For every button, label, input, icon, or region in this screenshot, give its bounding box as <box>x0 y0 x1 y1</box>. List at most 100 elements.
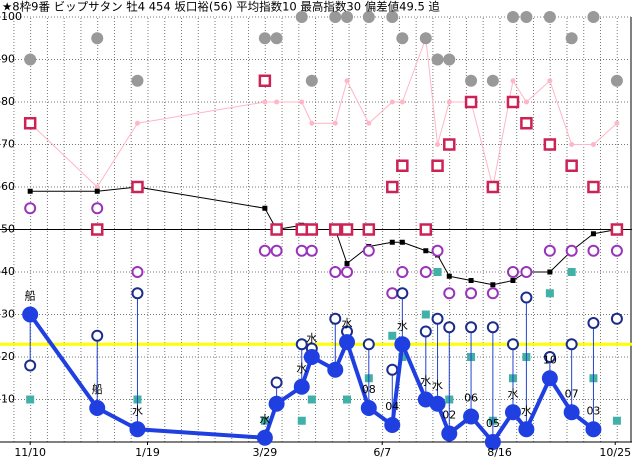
point <box>547 78 553 84</box>
point <box>431 312 444 325</box>
point <box>520 11 533 23</box>
point-label: 水 <box>521 404 532 417</box>
point <box>523 99 529 105</box>
point <box>360 400 377 416</box>
point <box>486 180 500 194</box>
point-label: 水 <box>306 332 317 345</box>
y-tick-label: 50 <box>1 223 15 236</box>
point <box>587 11 600 23</box>
point <box>268 395 285 412</box>
point <box>543 244 556 257</box>
point <box>520 117 533 130</box>
point <box>295 338 308 351</box>
point <box>396 266 409 278</box>
point <box>329 223 342 236</box>
point <box>563 404 580 421</box>
point <box>386 180 399 194</box>
point <box>256 429 273 446</box>
point <box>129 421 146 438</box>
point <box>441 425 458 442</box>
point <box>24 202 37 215</box>
point <box>419 325 432 338</box>
point <box>484 434 501 450</box>
point <box>465 287 478 300</box>
point <box>89 400 106 416</box>
point <box>24 53 37 66</box>
chart-title: ★8枠9番 ビップサタン 牡4 454 坂口裕(56) 平均指数10 最高指数3… <box>2 0 440 14</box>
point-label: 水 <box>342 317 353 330</box>
point <box>504 404 521 421</box>
point-label: 水 <box>432 379 443 392</box>
point <box>543 11 556 23</box>
point-label: 水 <box>397 319 408 332</box>
point <box>543 351 556 363</box>
point <box>612 416 621 425</box>
point <box>26 395 35 404</box>
point <box>421 310 430 319</box>
point <box>547 269 553 275</box>
point <box>490 282 496 288</box>
y-tick-label: 60 <box>1 180 15 193</box>
point <box>396 159 409 172</box>
text-layer: 10 20 30 40 50 60 70 80 90 100 11/10 1/19 3/29 6/7 8/1… <box>1 10 631 459</box>
point-label: 水 <box>132 404 143 417</box>
point <box>399 239 405 245</box>
point <box>614 120 620 126</box>
point <box>386 363 399 376</box>
point <box>431 53 444 66</box>
point <box>270 32 283 45</box>
point-label: 水 <box>296 362 307 375</box>
point-label: 08 <box>362 383 376 396</box>
point <box>91 202 104 215</box>
point <box>389 239 395 245</box>
point <box>90 223 104 236</box>
point <box>543 138 557 151</box>
y-tick-label: 90 <box>1 53 15 66</box>
point <box>258 244 271 257</box>
point <box>134 120 140 126</box>
point <box>610 244 623 257</box>
point <box>567 268 576 276</box>
point <box>94 188 100 194</box>
marks-layer <box>22 11 624 450</box>
y-tick-label: 10 <box>1 393 15 406</box>
x-tick-label: 11/10 <box>14 446 46 459</box>
point <box>262 205 268 211</box>
point <box>386 287 399 300</box>
y-tick-label: 80 <box>1 95 15 108</box>
point <box>131 74 144 87</box>
point <box>94 184 100 190</box>
point <box>305 74 318 87</box>
point <box>27 188 33 194</box>
point <box>510 78 516 84</box>
point <box>329 312 342 325</box>
point <box>569 142 575 147</box>
point <box>339 334 356 351</box>
point-label: 07 <box>565 387 579 400</box>
point <box>433 268 442 276</box>
point <box>510 278 516 283</box>
point <box>486 74 499 87</box>
point-label: 水 <box>507 387 518 400</box>
point <box>274 99 280 105</box>
x-tick-label: 3/29 <box>253 446 278 459</box>
point <box>435 142 441 147</box>
point <box>423 248 429 254</box>
point <box>518 421 535 438</box>
point <box>506 95 520 109</box>
point <box>332 120 338 126</box>
x-tick-label: 1/19 <box>135 446 160 459</box>
point <box>585 421 602 438</box>
y-tick-label: 20 <box>1 350 15 363</box>
point <box>443 53 456 66</box>
point <box>465 74 478 87</box>
point <box>309 120 315 126</box>
point <box>587 317 600 329</box>
point <box>344 78 350 84</box>
point <box>541 370 558 387</box>
point <box>565 32 578 45</box>
point <box>270 376 283 389</box>
point <box>610 223 624 236</box>
point <box>396 32 409 45</box>
